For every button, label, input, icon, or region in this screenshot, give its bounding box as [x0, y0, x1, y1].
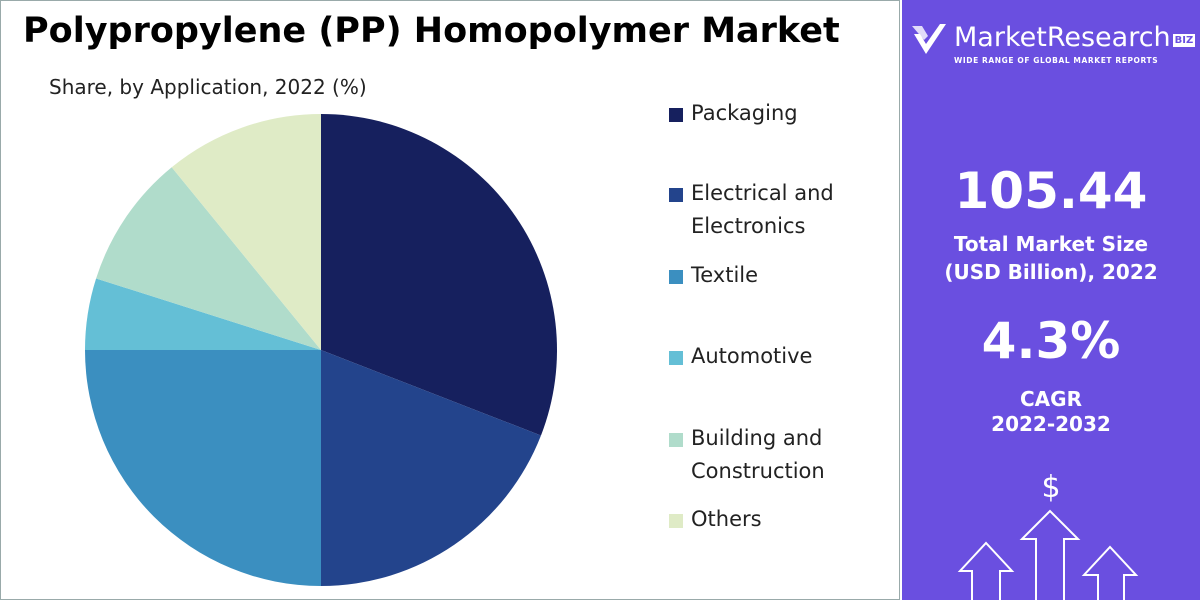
legend-swatch [669, 270, 683, 284]
pie-slice [321, 114, 558, 436]
pie-slice [96, 167, 321, 350]
legend-swatch [669, 514, 683, 528]
market-size: 105.44 [954, 162, 1148, 220]
brand-text: MarketResearch [954, 22, 1171, 53]
legend-label: Others [691, 507, 762, 531]
chart-area: Polypropylene (PP) Homopolymer Market Sh… [0, 0, 900, 600]
legend-item: Automotive [669, 340, 859, 373]
brand-suffix: BIZ [1172, 34, 1196, 47]
logo-icon [912, 24, 946, 54]
brand-name: MarketResearch BIZ [954, 22, 1196, 53]
market-size-label: Total Market Size (USD Billion), 2022 [944, 232, 1158, 284]
growth-arrows [957, 509, 1139, 600]
legend-swatch [669, 351, 683, 365]
legend-label: Packaging [691, 101, 798, 125]
cagr-value: 4.3% [981, 312, 1121, 370]
legend-label: Automotive [691, 344, 813, 368]
cagr-period: 2022-2032 [991, 412, 1111, 436]
legend-item: Textile [669, 259, 859, 292]
pie-slice [321, 350, 541, 586]
pie-slice [85, 278, 321, 350]
legend-swatch [669, 108, 683, 122]
legend-item: Others [669, 503, 859, 536]
pie-slice [85, 350, 321, 586]
cagr-label: CAGR [1020, 387, 1082, 411]
currency-icon: $ [1041, 470, 1061, 505]
legend-item: Electrical and Electronics [669, 177, 859, 243]
legend-item: Building and Construction [669, 422, 859, 488]
chart-title: Polypropylene (PP) Homopolymer Market [23, 11, 840, 51]
legend-item: Packaging [669, 97, 859, 130]
tagline: WIDE RANGE OF GLOBAL MARKET REPORTS [954, 56, 1159, 65]
legend-swatch [669, 433, 683, 447]
legend-label: Textile [691, 263, 759, 287]
info-panel: MarketResearch BIZ WIDE RANGE OF GLOBAL M… [902, 0, 1200, 600]
pie-chart [85, 113, 558, 586]
legend-label: Electrical and Electronics [691, 181, 834, 238]
legend-swatch [669, 188, 683, 202]
chart-subtitle: Share, by Application, 2022 (%) [49, 75, 367, 99]
pie-slice [171, 113, 321, 350]
legend-label: Building and Construction [691, 426, 825, 483]
